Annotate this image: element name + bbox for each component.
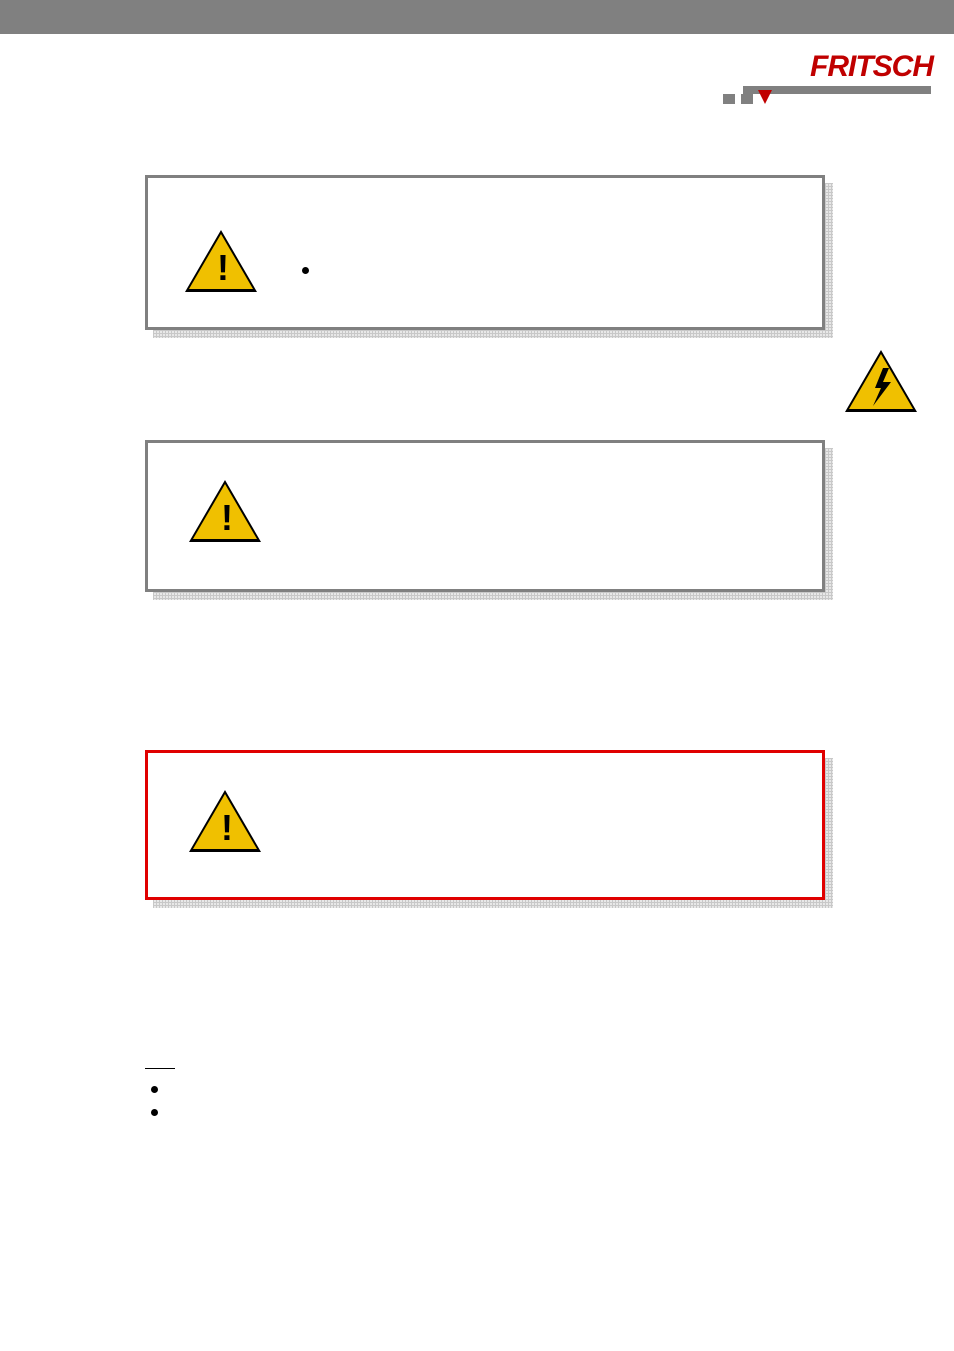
warning-icon: ! <box>189 790 263 854</box>
lightning-bolt-icon <box>845 350 919 414</box>
exclamation-icon: ! <box>217 250 229 286</box>
logo-text: FRITSCH <box>810 50 933 84</box>
top-bar <box>0 0 954 34</box>
exclamation-icon: ! <box>221 500 233 536</box>
logo-square <box>723 94 735 104</box>
logo-square <box>741 94 753 104</box>
underline <box>145 1068 175 1069</box>
warning-icon: ! <box>185 230 259 294</box>
bullet <box>151 1086 158 1093</box>
bullet <box>302 267 309 274</box>
warning-icon: ! <box>189 480 263 544</box>
logo-triangle <box>758 90 772 104</box>
bullet <box>151 1109 158 1116</box>
electrical-hazard-icon <box>845 350 919 414</box>
exclamation-icon: ! <box>221 810 233 846</box>
logo-squares <box>723 86 772 104</box>
page: FRITSCH ! ! ! <box>0 0 954 1351</box>
fritsch-logo: FRITSCH <box>723 50 933 110</box>
